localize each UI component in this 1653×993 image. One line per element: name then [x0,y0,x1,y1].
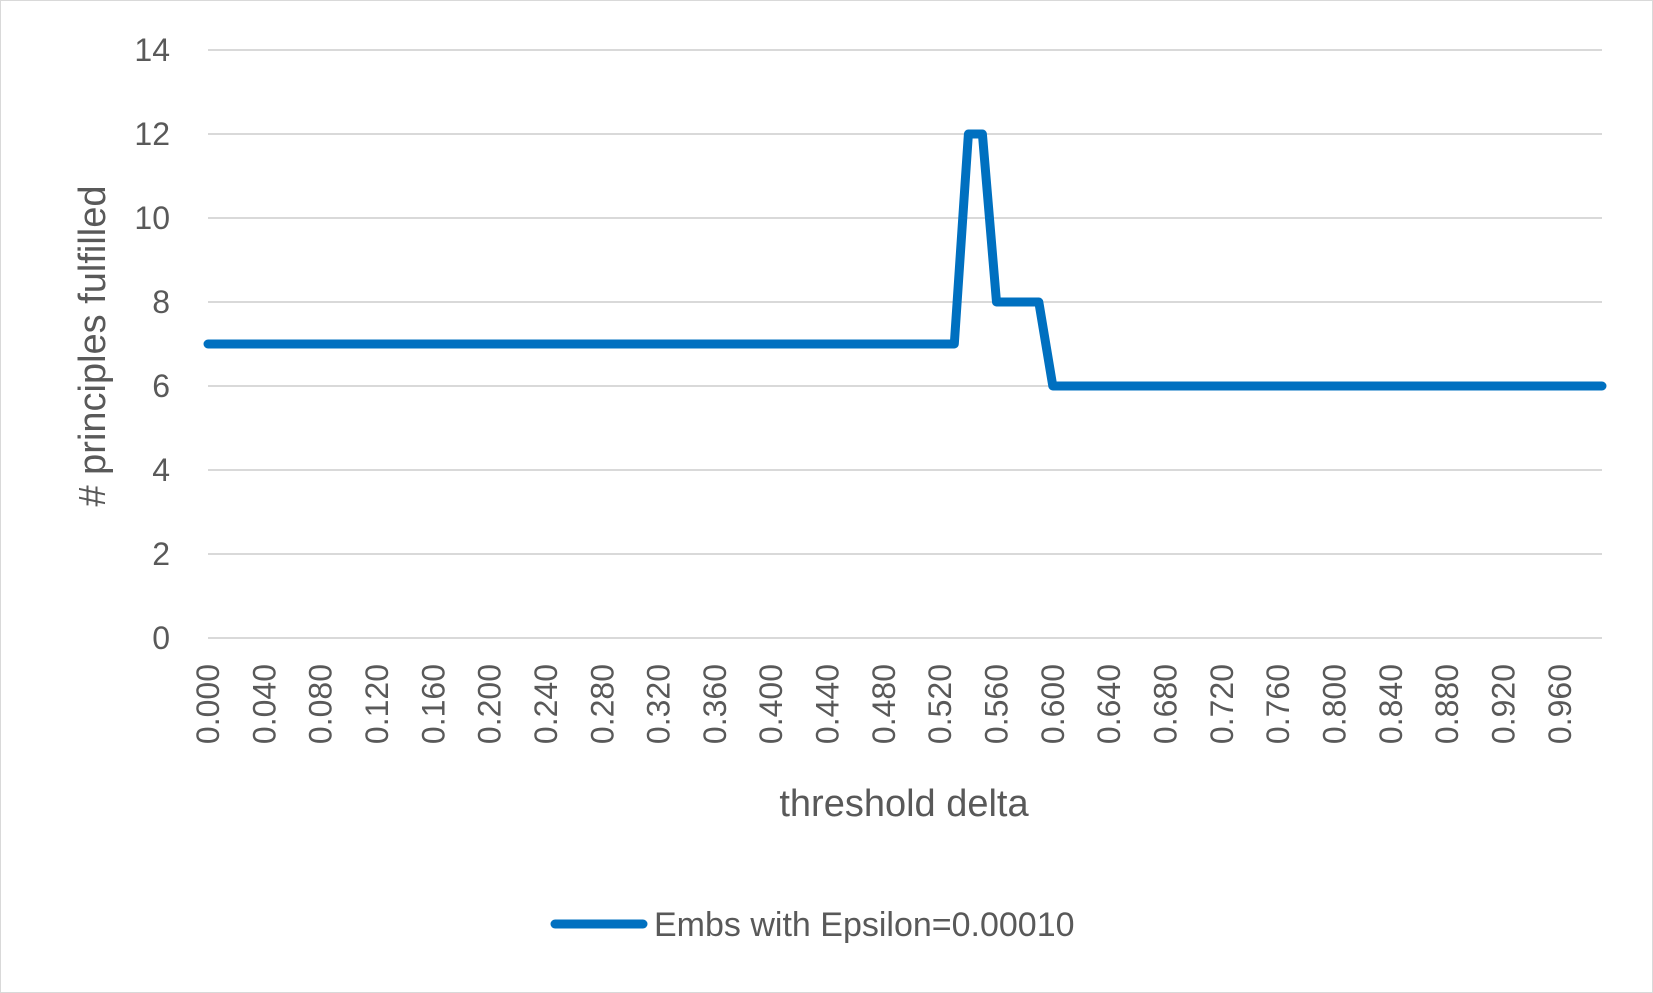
y-tick-label: 6 [152,368,170,404]
x-axis-ticks: 0.000 0.040 0.080 0.120 0.160 0.200 0.240 0.280… [190,664,1578,744]
x-tick-label: 0.200 [472,664,508,744]
x-tick-label: 0.160 [415,664,451,744]
y-tick-label: 4 [152,452,170,488]
legend-label: Embs with Epsilon=0.00010 [654,906,1075,944]
x-tick-label: 0.840 [1373,664,1409,744]
x-tick-label: 0.240 [528,664,564,744]
y-tick-label: 10 [134,200,170,236]
x-tick-label: 0.040 [246,664,282,744]
y-tick-label: 12 [134,116,170,152]
series-line-0 [203,129,1607,391]
x-tick-label: 0.680 [1147,664,1183,744]
x-tick-label: 0.080 [303,664,339,744]
x-tick-label: 0.720 [1204,664,1240,744]
x-tick-label: 0.480 [866,664,902,744]
x-tick-label: 0.880 [1429,664,1465,744]
x-tick-label: 0.000 [190,664,226,744]
y-tick-label: 2 [152,536,170,572]
y-axis-title: # principles fulfilled [72,185,114,506]
y-tick-label: 0 [152,620,170,656]
series-layer [203,129,1607,391]
x-tick-label: 0.120 [359,664,395,744]
x-tick-label: 0.760 [1260,664,1296,744]
x-tick-label: 0.960 [1542,664,1578,744]
x-tick-label: 0.440 [810,664,846,744]
x-tick-label: 0.400 [753,664,789,744]
x-tick-label: 0.560 [979,664,1015,744]
x-tick-label: 0.920 [1485,664,1521,744]
x-tick-label: 0.640 [1091,664,1127,744]
x-tick-label: 0.520 [922,664,958,744]
y-tick-label: 8 [152,284,170,320]
x-tick-label: 0.320 [641,664,677,744]
x-tick-label: 0.280 [584,664,620,744]
gridlines [208,49,1602,639]
x-tick-label: 0.800 [1316,664,1352,744]
x-tick-label: 0.360 [697,664,733,744]
x-axis-title: threshold delta [779,783,1029,825]
x-tick-label: 0.600 [1035,664,1071,744]
y-tick-label: 14 [134,32,170,68]
y-axis-ticks: 0 2 4 6 8 10 12 14 [134,32,170,656]
legend: Embs with Epsilon=0.00010 [550,906,1075,944]
